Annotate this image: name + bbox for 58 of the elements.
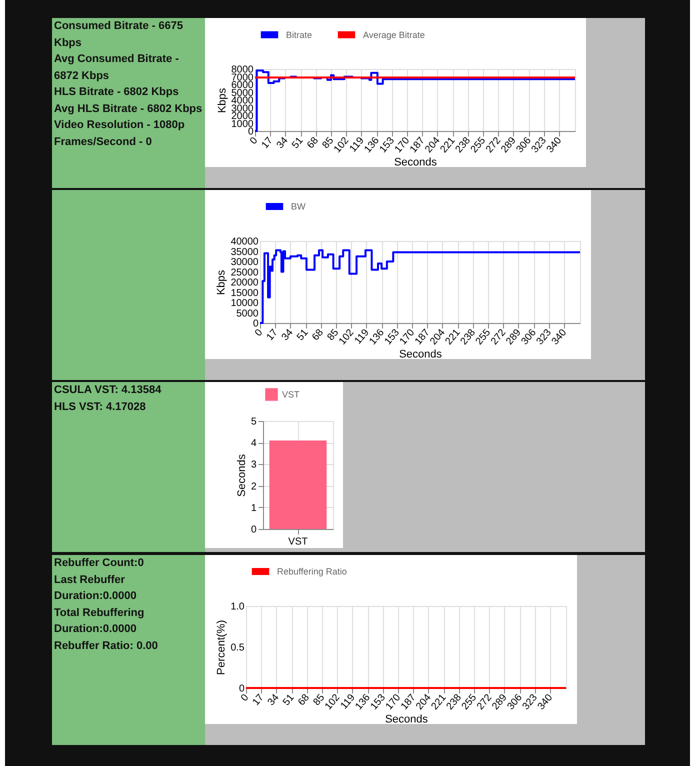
y-tick-label: 30000 [230, 257, 259, 268]
text: HLS VST: 4.17028 [54, 400, 147, 414]
legend-label: Bitrate [286, 30, 312, 40]
legend-label: Rebuffering Ratio [277, 566, 347, 576]
y-tick-label: 35000 [230, 246, 259, 258]
y-tick-label: 0 [238, 684, 245, 694]
x-tick-label: 17 [260, 134, 276, 151]
text: Total Rebuffering Duration:0.0000 [54, 606, 146, 637]
text: Video Resolution - 1080p [54, 118, 186, 133]
legend-label: VST [282, 390, 300, 400]
x-tick-label: 34 [280, 326, 296, 343]
y-tick-label: 5 [250, 416, 257, 428]
text: Avg HLS Bitrate - 6802 Kbps [54, 102, 204, 116]
y-tick-label: 0 [252, 318, 259, 330]
y-tick-label: 15000 [230, 288, 259, 299]
y-tick-label: 5000 [236, 308, 259, 320]
text: HLS Bitrate - 6802 Kbps [54, 85, 180, 100]
text: Rebuffer Ratio: 0.00 [54, 638, 159, 654]
y-tick-label: 0 [250, 524, 257, 536]
x-tick-label: 340 [536, 692, 556, 712]
x-tick-label: 51 [281, 692, 297, 708]
y-axis-title: Kbps [216, 87, 228, 114]
y-tick-label: 1.0 [230, 602, 245, 612]
text: Consumed Bitrate - 6675 Kbps [54, 19, 184, 50]
x-axis-title: Seconds [385, 713, 428, 726]
y-axis-title: Kbps [216, 269, 228, 296]
x-tick-label: 51 [290, 134, 306, 151]
x-tick-label: 68 [296, 692, 312, 708]
y-tick-label: 1 [250, 502, 257, 514]
text: Last Rebuffer Duration:0.0000 [54, 572, 138, 604]
text: CSULA VST: 4.13584 [54, 383, 162, 398]
x-tick-label: 340 [544, 134, 564, 156]
x-tick-label: 34 [266, 692, 282, 708]
x-tick-label: 34 [274, 134, 291, 151]
legend-label: BW [291, 202, 306, 212]
y-tick-label: 3 [250, 460, 257, 471]
legend-label: Average Bitrate [363, 30, 425, 40]
y-tick-label: 10000 [230, 298, 259, 309]
text: Frames/Second - 0 [54, 134, 153, 150]
text: Avg Consumed Bitrate - 6872 Kbps [54, 52, 180, 84]
x-tick-label: 17 [250, 692, 267, 708]
x-tick-label: 51 [295, 326, 311, 343]
y-tick-label: 4 [250, 438, 257, 450]
x-axis-title: Seconds [394, 156, 438, 168]
y-axis-title: Seconds [236, 454, 248, 497]
y-tick-label: 0.5 [230, 642, 245, 654]
x-tick-label: 68 [305, 134, 322, 151]
x-tick-label: 68 [310, 326, 326, 343]
y-tick-label: 25000 [230, 267, 259, 278]
y-tick-label: 2 [250, 481, 257, 492]
y-tick-label: 20000 [230, 278, 259, 288]
y-tick-label: 40000 [230, 236, 259, 248]
x-tick-label: 17 [264, 326, 281, 343]
y-tick-label: 0 [248, 126, 254, 138]
x-axis-title: Seconds [399, 348, 442, 360]
x-tick-label: 340 [550, 326, 570, 348]
y-axis-title: Percent(%) [216, 620, 228, 676]
text: Rebuffer Count:0 [54, 556, 145, 571]
